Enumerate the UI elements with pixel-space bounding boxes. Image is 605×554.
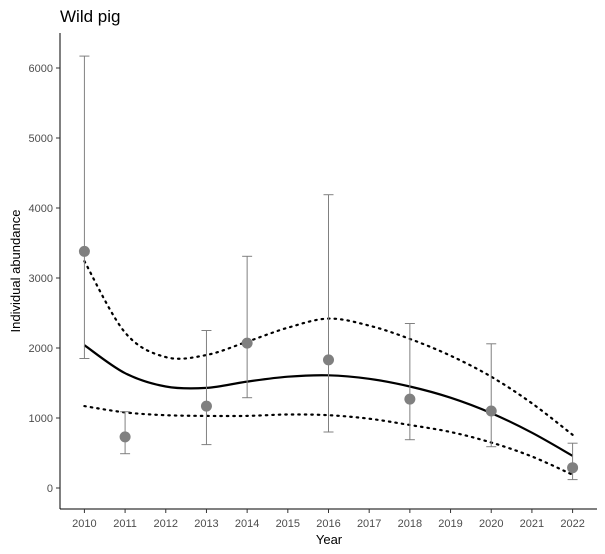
x-tick-label: 2022 <box>560 518 584 530</box>
x-tick-label: 2018 <box>398 518 422 530</box>
x-tick-label: 2020 <box>479 518 503 530</box>
error-bar <box>404 323 415 441</box>
error-bar <box>242 255 253 399</box>
x-tick-label: 2019 <box>438 518 462 530</box>
chart-title: Wild pig <box>60 7 120 26</box>
y-tick-label: 4000 <box>29 203 53 215</box>
y-tick-label: 5000 <box>29 133 53 145</box>
error-bars <box>79 55 578 481</box>
data-point <box>200 400 212 412</box>
x-tick-label: 2010 <box>72 518 96 530</box>
error-bar <box>486 343 497 448</box>
data-points <box>78 245 579 474</box>
x-tick-label: 2011 <box>113 518 137 530</box>
error-bar <box>79 55 90 359</box>
data-point <box>567 462 579 474</box>
x-tick-label: 2015 <box>276 518 300 530</box>
x-tick-label: 2021 <box>520 518 544 530</box>
y-axis-label: Individual abundance <box>8 210 23 333</box>
data-point <box>404 393 416 405</box>
y-tick-label: 3000 <box>29 273 53 285</box>
y-tick-label: 2000 <box>29 343 53 355</box>
x-tick-label: 2016 <box>316 518 340 530</box>
data-point <box>78 245 90 257</box>
error-bar <box>323 194 334 433</box>
data-point <box>323 354 334 366</box>
data-point <box>485 405 497 417</box>
axes: 0 1000 2000 3000 4000 5000 6000 2010 2011 2012 201… <box>29 33 597 530</box>
y-tick-label: 6000 <box>29 63 53 75</box>
x-tick-label: 2017 <box>357 518 381 530</box>
x-tick-label: 2012 <box>154 518 178 530</box>
x-tick-label: 2013 <box>194 518 218 530</box>
x-axis-label: Year <box>316 532 343 547</box>
error-bar <box>201 330 212 446</box>
data-point <box>119 431 131 443</box>
error-bar <box>567 442 578 481</box>
data-point <box>241 337 253 349</box>
x-tick-label: 2014 <box>235 518 259 530</box>
y-tick-label: 1000 <box>29 413 53 425</box>
y-tick-label: 0 <box>47 483 53 495</box>
